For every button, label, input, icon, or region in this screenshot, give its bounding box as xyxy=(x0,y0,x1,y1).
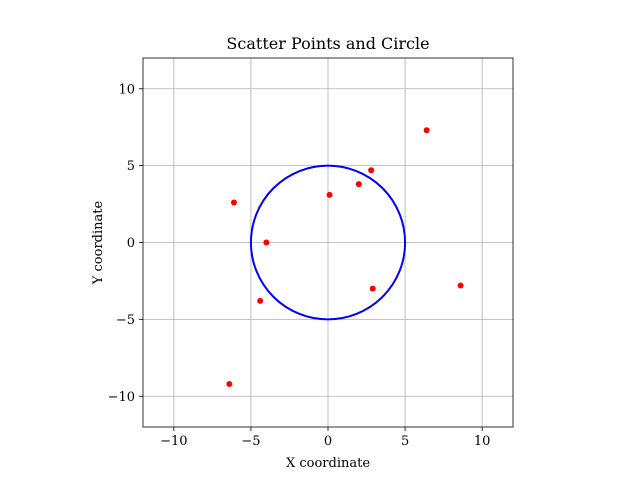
x-tick-label: 0 xyxy=(324,434,332,449)
y-tick-label: −10 xyxy=(108,390,135,405)
scatter-points xyxy=(226,127,464,387)
y-axis-label: Y coordinate xyxy=(91,201,106,286)
scatter-point xyxy=(369,285,376,292)
scatter-point xyxy=(368,167,375,174)
y-tick-label: 10 xyxy=(118,82,135,97)
x-tick-label: −10 xyxy=(160,434,187,449)
scatter-point xyxy=(457,282,464,289)
x-tick-label: 5 xyxy=(401,434,409,449)
scatter-point xyxy=(263,239,270,246)
scatter-point xyxy=(355,181,362,188)
circle-layer xyxy=(249,164,407,321)
axis-ticks: −10 −5 0 5 10 −10 −5 0 5 10 xyxy=(108,82,491,449)
scatter-point xyxy=(230,199,237,206)
y-tick-label: −5 xyxy=(116,313,135,328)
scatter-point xyxy=(423,127,430,134)
x-tick-label: −5 xyxy=(241,434,260,449)
scatter-point xyxy=(226,380,233,387)
chart-title: Scatter Points and Circle xyxy=(226,34,429,53)
x-tick-label: 10 xyxy=(474,434,491,449)
circle-outline xyxy=(249,164,407,321)
y-tick-label: 5 xyxy=(127,159,135,174)
scatter-point xyxy=(257,297,264,304)
y-tick-label: 0 xyxy=(127,236,135,251)
scatter-point xyxy=(326,191,333,198)
x-axis-label: X coordinate xyxy=(286,456,370,471)
